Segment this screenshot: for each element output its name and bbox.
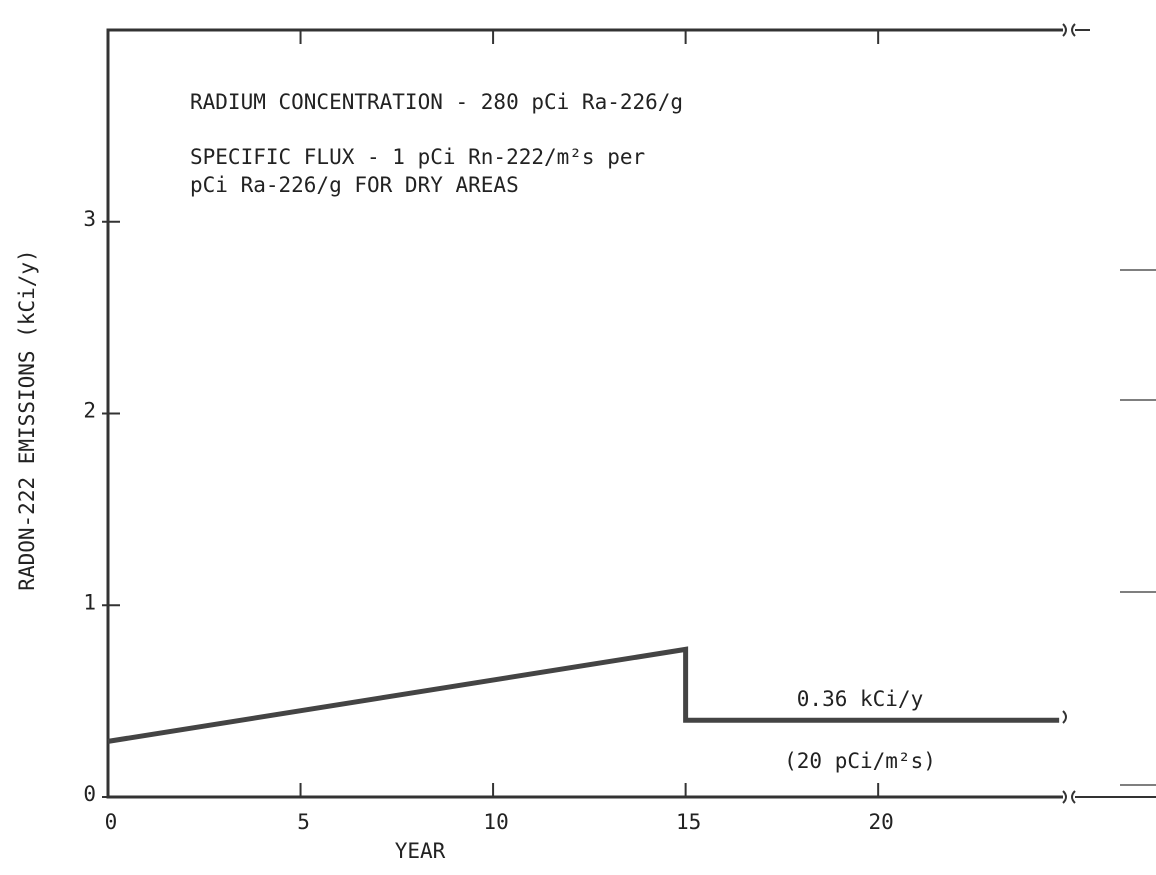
annotation: SPECIFIC FLUX - 1 pCi Rn-222/m²s per: [190, 145, 645, 169]
data-line: [107, 646, 1060, 744]
x-axis-label: YEAR: [395, 839, 446, 863]
axis-break: [1062, 23, 1156, 804]
x-tick-label: 5: [297, 810, 310, 834]
x-tick-label: 20: [869, 810, 894, 834]
y-tick-label: 0: [83, 782, 96, 806]
annotation: 0.36 kCi/y: [797, 687, 923, 711]
x-tick-label: 0: [105, 810, 118, 834]
annotation: (20 pCi/m²s): [784, 749, 936, 773]
y-tick-label: 1: [83, 590, 96, 614]
y-tick-label: 2: [83, 399, 96, 423]
annotation: RADIUM CONCENTRATION - 280 pCi Ra-226/g: [190, 90, 683, 114]
right-axis-stub: [1120, 269, 1156, 786]
y-axis-label: RADON-222 EMISSIONS (kCi/y): [15, 249, 39, 590]
x-tick-label: 10: [483, 810, 508, 834]
y-tick-label: 3: [83, 207, 96, 231]
x-tick-label: 15: [676, 810, 701, 834]
annotation: pCi Ra-226/g FOR DRY AREAS: [190, 173, 519, 197]
